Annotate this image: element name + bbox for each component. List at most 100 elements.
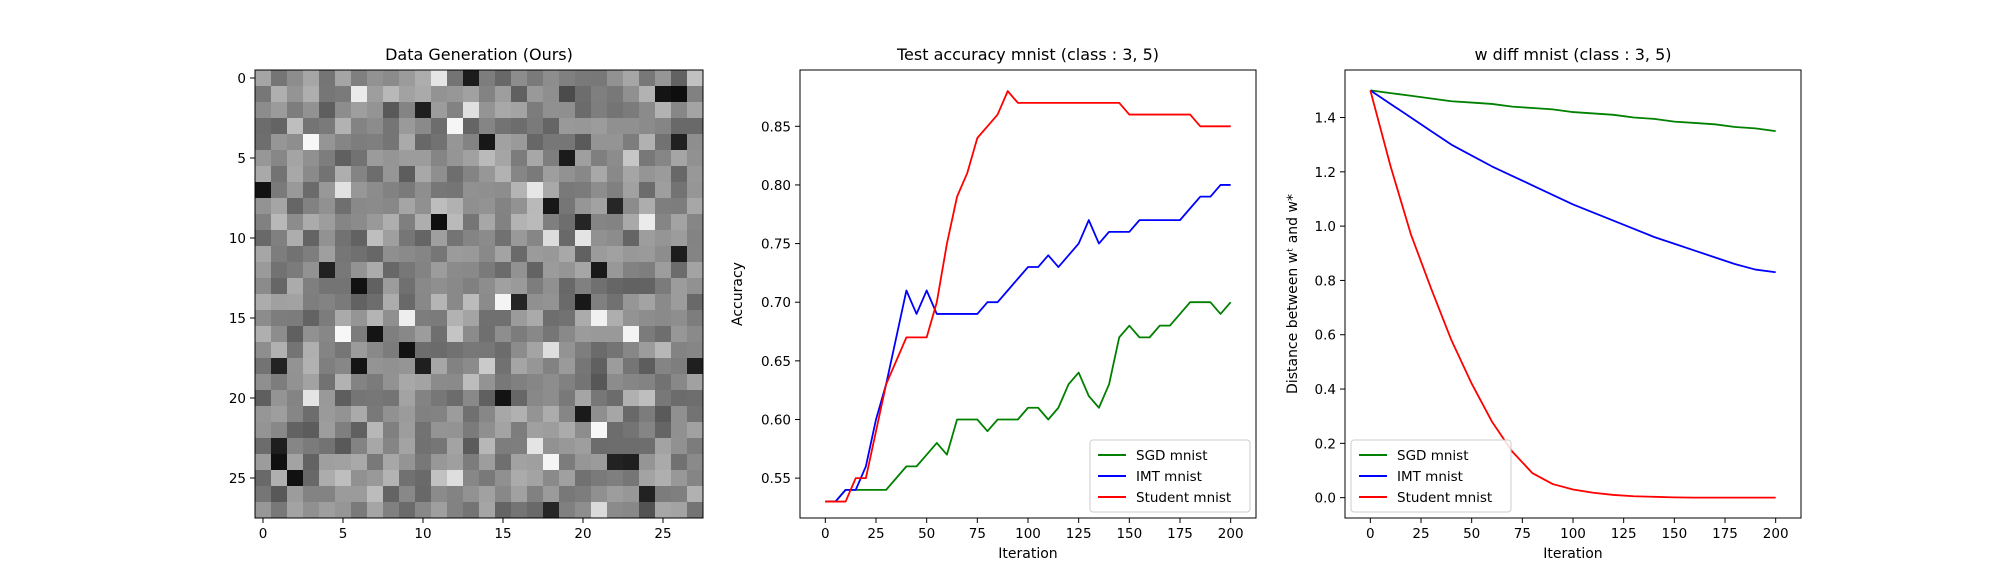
heatmap-cell — [607, 150, 624, 167]
heatmap-cell — [431, 454, 448, 471]
heatmap-cell — [495, 374, 512, 391]
heatmap-cell — [431, 294, 448, 311]
heatmap-cell — [463, 374, 480, 391]
y-tick-label: 20 — [229, 391, 246, 407]
heatmap-cell — [623, 134, 640, 151]
heatmap-cell — [431, 182, 448, 199]
y-tick-label: 0.80 — [761, 178, 791, 194]
heatmap-cell — [687, 470, 704, 487]
heatmap-cell — [255, 118, 272, 135]
heatmap-cell — [655, 70, 672, 87]
heatmap-cell — [511, 502, 528, 519]
heatmap-cell — [607, 470, 624, 487]
heatmap-cell — [575, 470, 592, 487]
heatmap-cell — [399, 150, 416, 167]
heatmap-cell — [543, 310, 560, 327]
heatmap-cell — [575, 406, 592, 423]
heatmap-cell — [255, 182, 272, 199]
heatmap-cell — [655, 486, 672, 503]
heatmap-cell — [655, 214, 672, 231]
heatmap-cell — [447, 326, 464, 343]
heatmap-cell — [447, 438, 464, 455]
heatmap-cell — [543, 262, 560, 279]
heatmap-cell — [543, 294, 560, 311]
heatmap-cell — [431, 86, 448, 103]
series-line-imt-mnist — [1369, 89, 1776, 274]
heatmap-cell — [575, 214, 592, 231]
heatmap-cell — [335, 342, 352, 359]
heatmap-cell — [367, 150, 384, 167]
x-tick-label: 75 — [1514, 526, 1531, 542]
heatmap-cell — [255, 70, 272, 87]
y-tick-label: 0.85 — [761, 119, 791, 135]
heatmap-cell — [591, 262, 608, 279]
heatmap-cell — [639, 118, 656, 135]
heatmap-cell — [255, 502, 272, 519]
heatmap-cell — [655, 182, 672, 199]
x-tick-label: 150 — [1661, 526, 1687, 542]
heatmap-cell — [335, 278, 352, 295]
heatmap-cell — [255, 166, 272, 183]
heatmap-cell — [639, 358, 656, 375]
heatmap-cell — [303, 214, 320, 231]
heatmap-cell — [351, 214, 368, 231]
legend-label: IMT mnist — [1397, 469, 1463, 485]
heatmap-cell — [607, 502, 624, 519]
heatmap-cell — [607, 278, 624, 295]
heatmap-cell — [303, 278, 320, 295]
heatmap-cell — [271, 342, 288, 359]
heatmap-cell — [383, 86, 400, 103]
heatmap-cell — [255, 86, 272, 103]
heatmap-cell — [399, 342, 416, 359]
heatmap-cell — [559, 406, 576, 423]
heatmap-cell — [335, 438, 352, 455]
heatmap-cell — [623, 438, 640, 455]
heatmap-cell — [687, 454, 704, 471]
heatmap-cell — [383, 326, 400, 343]
heatmap-cell — [527, 262, 544, 279]
heatmap-cell — [511, 278, 528, 295]
heatmap-cell — [287, 390, 304, 407]
heatmap-cell — [575, 246, 592, 263]
heatmap-cell — [447, 406, 464, 423]
heatmap-cell — [367, 406, 384, 423]
heatmap-cell — [543, 502, 560, 519]
heatmap-cell — [559, 454, 576, 471]
heatmap-cell — [575, 310, 592, 327]
heatmap-cell — [687, 102, 704, 119]
heatmap-cell — [303, 262, 320, 279]
heatmap-cell — [559, 118, 576, 135]
heatmap-cell — [607, 86, 624, 103]
heatmap-cell — [527, 374, 544, 391]
heatmap-cell — [527, 310, 544, 327]
heatmap-cell — [687, 166, 704, 183]
heatmap-cell — [479, 278, 496, 295]
heatmap-cell — [383, 310, 400, 327]
heatmap-cell — [255, 310, 272, 327]
heatmap-cell — [511, 310, 528, 327]
heatmap-cell — [591, 454, 608, 471]
series-line-imt-mnist — [825, 184, 1231, 503]
heatmap-cell — [511, 102, 528, 119]
heatmap-cell — [431, 342, 448, 359]
heatmap-cell — [415, 86, 432, 103]
heatmap-cell — [351, 294, 368, 311]
heatmap-cell — [431, 214, 448, 231]
x-tick-label: 50 — [918, 526, 935, 542]
heatmap-cell — [351, 182, 368, 199]
heatmap-cell — [431, 406, 448, 423]
heatmap-cell — [527, 246, 544, 263]
heatmap-cell — [495, 262, 512, 279]
heatmap-cell — [351, 70, 368, 87]
heatmap-cell — [335, 86, 352, 103]
heatmap-cell — [447, 486, 464, 503]
heatmap-cell — [447, 102, 464, 119]
heatmap-cell — [399, 182, 416, 199]
heatmap-cell — [591, 310, 608, 327]
heatmap-cell — [335, 166, 352, 183]
heatmap-cell — [543, 118, 560, 135]
heatmap-cell — [287, 502, 304, 519]
heatmap-cell — [431, 134, 448, 151]
heatmap-cell — [367, 502, 384, 519]
heatmap-cell — [303, 390, 320, 407]
